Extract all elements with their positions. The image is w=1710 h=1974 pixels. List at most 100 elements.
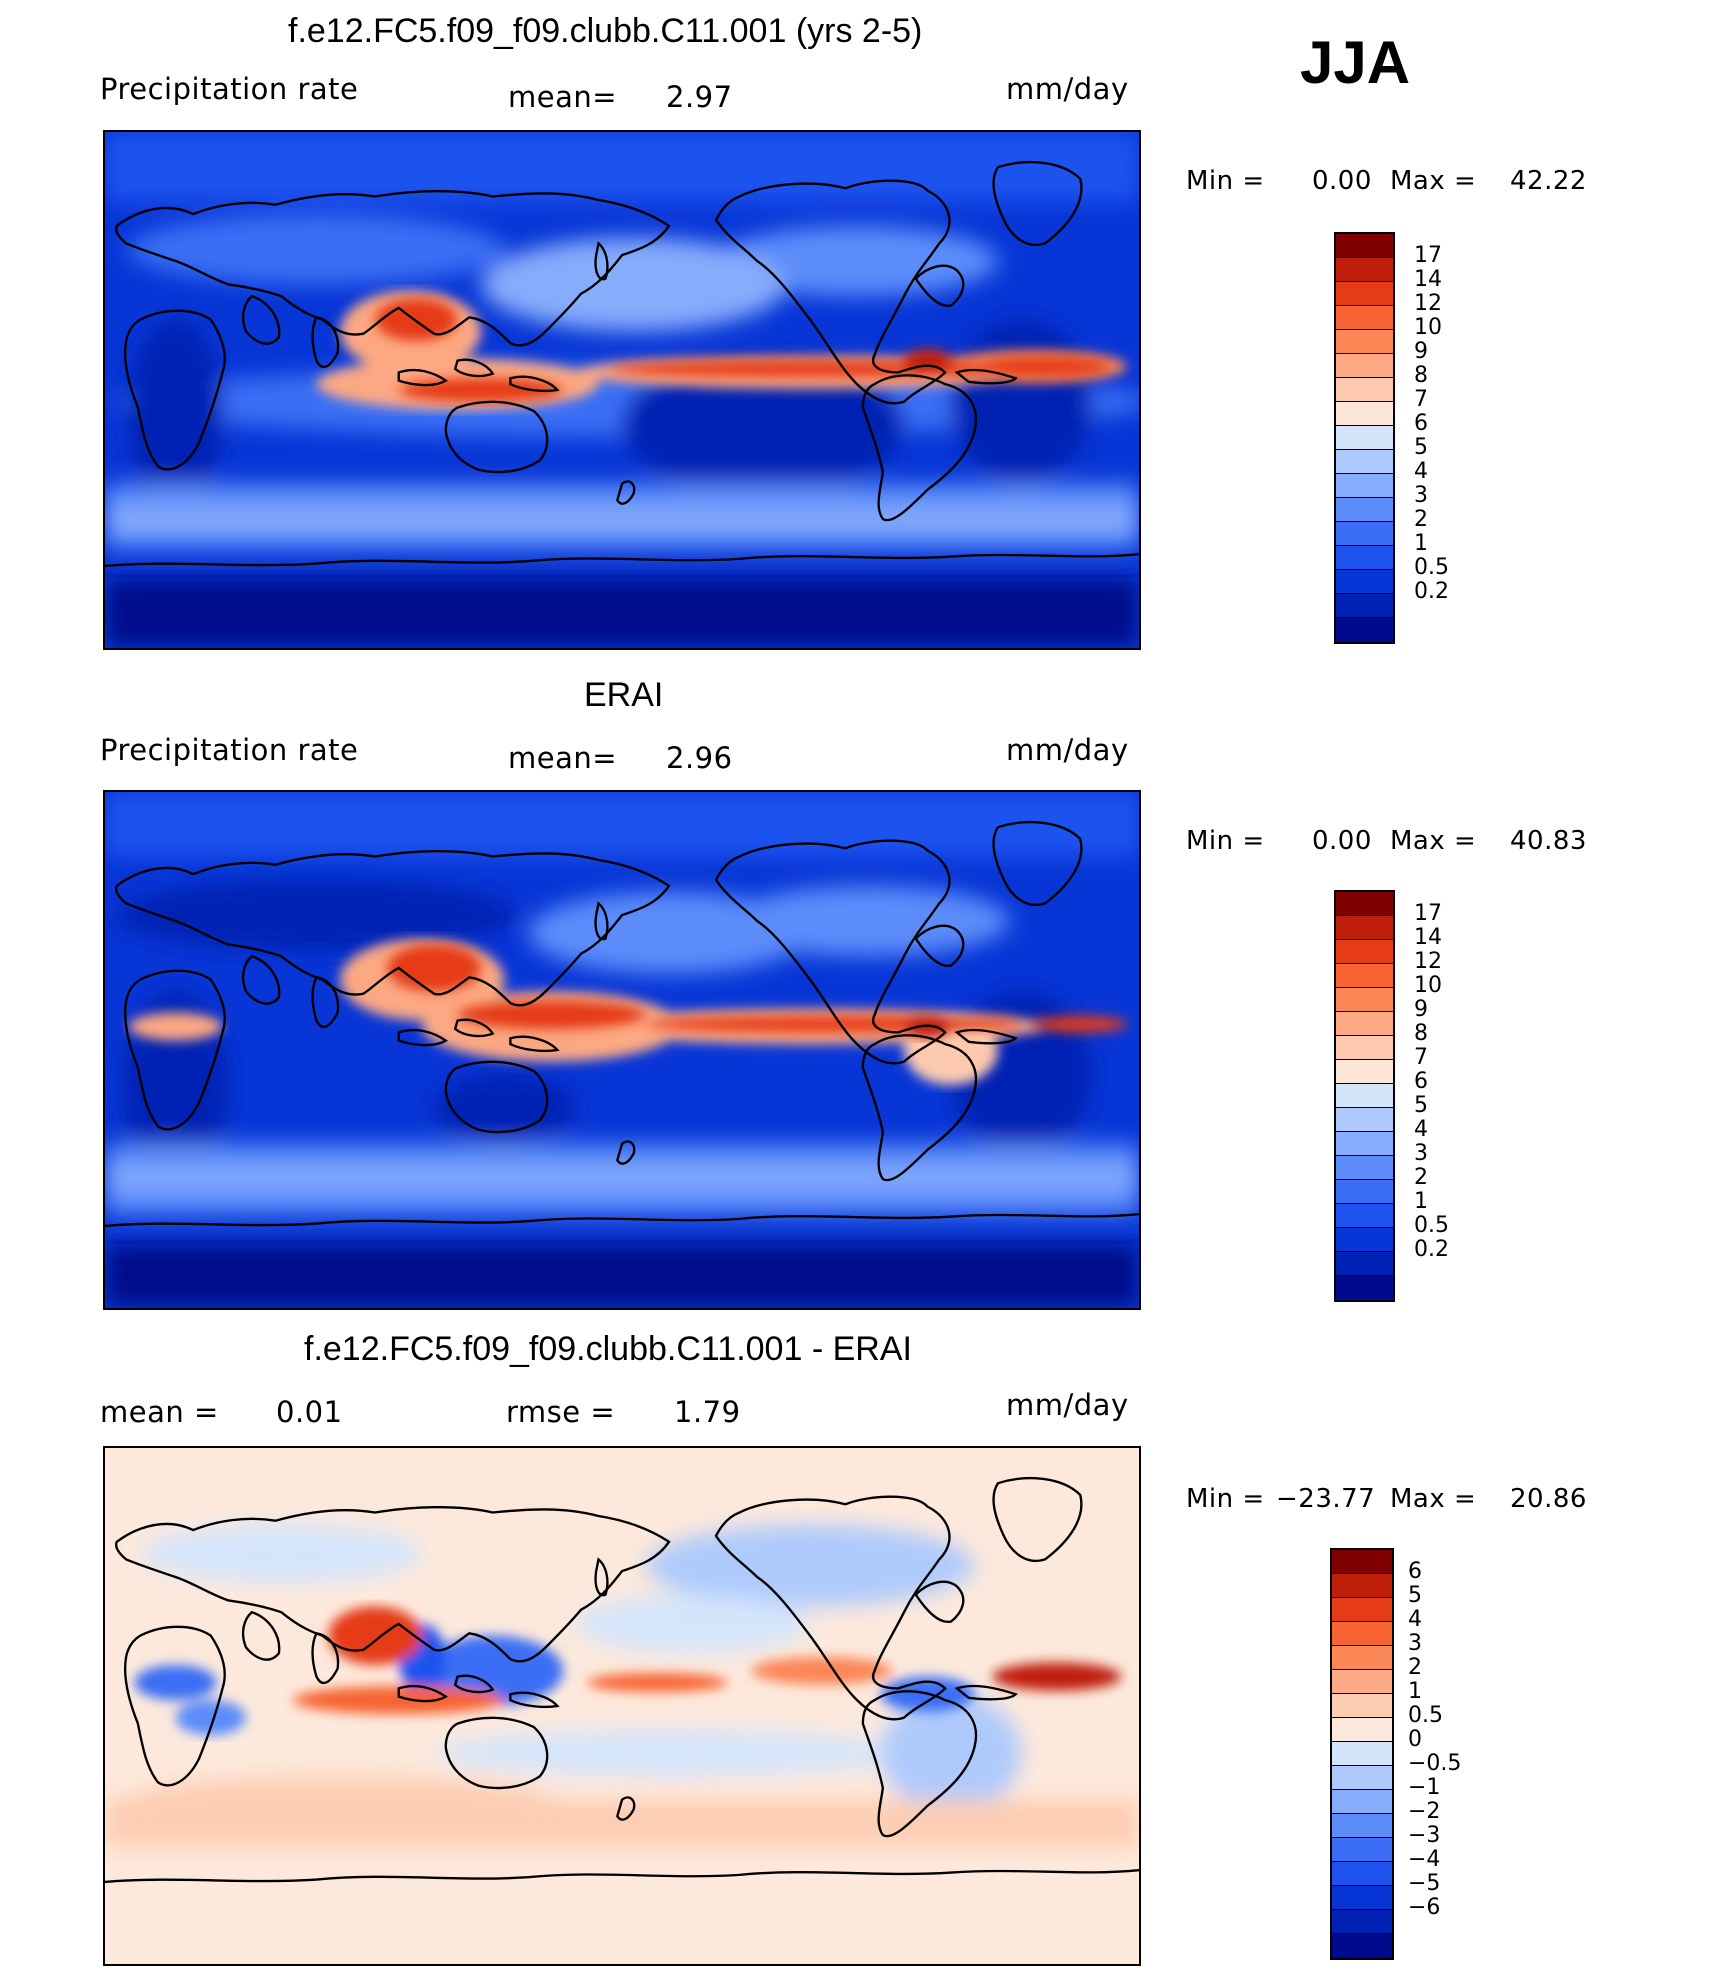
panel-1-variable-label: Precipitation rate [100,72,359,106]
colorbar-box [1336,940,1393,964]
colorbar-box [1332,1598,1392,1622]
colorbar-tick-label: 0.2 [1414,579,1449,604]
panel-2-min-value: 0.00 [1312,826,1372,856]
colorbar-tick-label: 3 [1408,1631,1422,1656]
colorbar-box [1336,1156,1393,1180]
colorbar-tick-label: 9 [1414,339,1428,364]
colorbar-tick-label: 0.2 [1414,1237,1449,1262]
colorbar-box [1336,426,1393,450]
colorbar-box [1336,378,1393,402]
colorbar-box [1336,1252,1393,1276]
colorbar-box [1336,618,1393,642]
colorbar-tick-label: 9 [1414,997,1428,1022]
colorbar-box [1336,1228,1393,1252]
colorbar-tick-label: 0.5 [1408,1703,1443,1728]
colorbar-tick-label: 0 [1408,1727,1422,1752]
panel-3-difference-map [103,1446,1141,1966]
colorbar-tick-label: −6 [1408,1895,1441,1920]
colorbar-box [1332,1622,1392,1646]
panel-3-rmse-value: 1.79 [674,1395,741,1429]
colorbar-tick-label: 5 [1414,1093,1428,1118]
colorbar-tick-label: 4 [1408,1607,1422,1632]
colorbar-box [1336,988,1393,1012]
colorbar-tick-label: 2 [1408,1655,1422,1680]
colorbar-tick-label: −0.5 [1408,1751,1462,1776]
colorbar-tick-label: 8 [1414,1021,1428,1046]
panel-3-colorbar [1330,1548,1394,1960]
colorbar-box [1336,1012,1393,1036]
colorbar-tick-label: 6 [1408,1559,1422,1584]
colorbar-box [1336,570,1393,594]
colorbar-box [1332,1814,1392,1838]
colorbar-tick-label: 17 [1414,243,1442,268]
colorbar-box [1332,1862,1392,1886]
panel-2-variable-label: Precipitation rate [100,733,359,767]
colorbar-tick-label: −2 [1408,1799,1441,1824]
colorbar-box [1332,1766,1392,1790]
colorbar-tick-label: −5 [1408,1871,1441,1896]
colorbar-tick-label: 14 [1414,925,1442,950]
panel-2-units: mm/day [1006,733,1129,767]
colorbar-box [1336,1084,1393,1108]
colorbar-box [1336,1132,1393,1156]
colorbar-tick-label: 12 [1414,291,1442,316]
colorbar-box [1332,1910,1392,1934]
colorbar-tick-label: 6 [1414,411,1428,436]
colorbar-tick-label: 10 [1414,973,1442,998]
colorbar-tick-label: −1 [1408,1775,1441,1800]
colorbar-box [1336,330,1393,354]
colorbar-box [1332,1550,1392,1574]
colorbar-box [1332,1646,1392,1670]
colorbar-box [1336,594,1393,618]
colorbar-tick-label: 4 [1414,459,1428,484]
colorbar-box [1336,892,1393,916]
colorbar-box [1336,282,1393,306]
colorbar-box [1332,1742,1392,1766]
panel-2-max-value: 40.83 [1510,826,1587,856]
colorbar-tick-label: 2 [1414,1165,1428,1190]
colorbar-tick-label: 4 [1414,1117,1428,1142]
colorbar-tick-label: 7 [1414,387,1428,412]
colorbar-box [1336,498,1393,522]
colorbar-box [1332,1718,1392,1742]
panel-3-mean-label: mean = [100,1395,219,1429]
panel-1-min-label: Min = [1186,166,1265,196]
colorbar-tick-label: 7 [1414,1045,1428,1070]
panel-2-mean-label: mean= [508,741,618,775]
colorbar-box [1336,964,1393,988]
colorbar-box [1336,306,1393,330]
colorbar-tick-label: 17 [1414,901,1442,926]
colorbar-box [1332,1670,1392,1694]
panel-3-max-value: 20.86 [1510,1484,1587,1514]
panel-1-min-value: 0.00 [1312,166,1372,196]
colorbar-box [1336,1204,1393,1228]
colorbar-box [1336,1060,1393,1084]
colorbar-tick-label: 8 [1414,363,1428,388]
colorbar-box [1336,522,1393,546]
colorbar-box [1336,1108,1393,1132]
colorbar-tick-label: −3 [1408,1823,1441,1848]
colorbar-tick-label: 12 [1414,949,1442,974]
panel-3-max-label: Max = [1390,1484,1477,1514]
panel-3-min-label: Min = [1186,1484,1265,1514]
colorbar-tick-label: 5 [1414,435,1428,460]
panel-2-colorbar [1334,890,1395,1302]
colorbar-box [1336,234,1393,258]
colorbar-tick-label: 1 [1414,1189,1428,1214]
colorbar-tick-label: 0.5 [1414,1213,1449,1238]
colorbar-box [1332,1886,1392,1910]
colorbar-box [1332,1934,1392,1958]
colorbar-tick-label: 1 [1414,531,1428,556]
panel-2-erai-precip-map [103,790,1141,1310]
colorbar-box [1336,1036,1393,1060]
panel-1-mean-label: mean= [508,80,618,114]
panel-1-model-precip-map [103,130,1141,650]
colorbar-box [1332,1694,1392,1718]
panel-1-max-label: Max = [1390,166,1477,196]
panel-1-mean-value: 2.97 [666,80,733,114]
colorbar-box [1336,402,1393,426]
panel-1-title: f.e12.FC5.f09_f09.clubb.C11.001 (yrs 2-5… [288,12,923,50]
panel-2-mean-value: 2.96 [666,741,733,775]
panel-1-max-value: 42.22 [1510,166,1587,196]
colorbar-tick-label: 3 [1414,483,1428,508]
